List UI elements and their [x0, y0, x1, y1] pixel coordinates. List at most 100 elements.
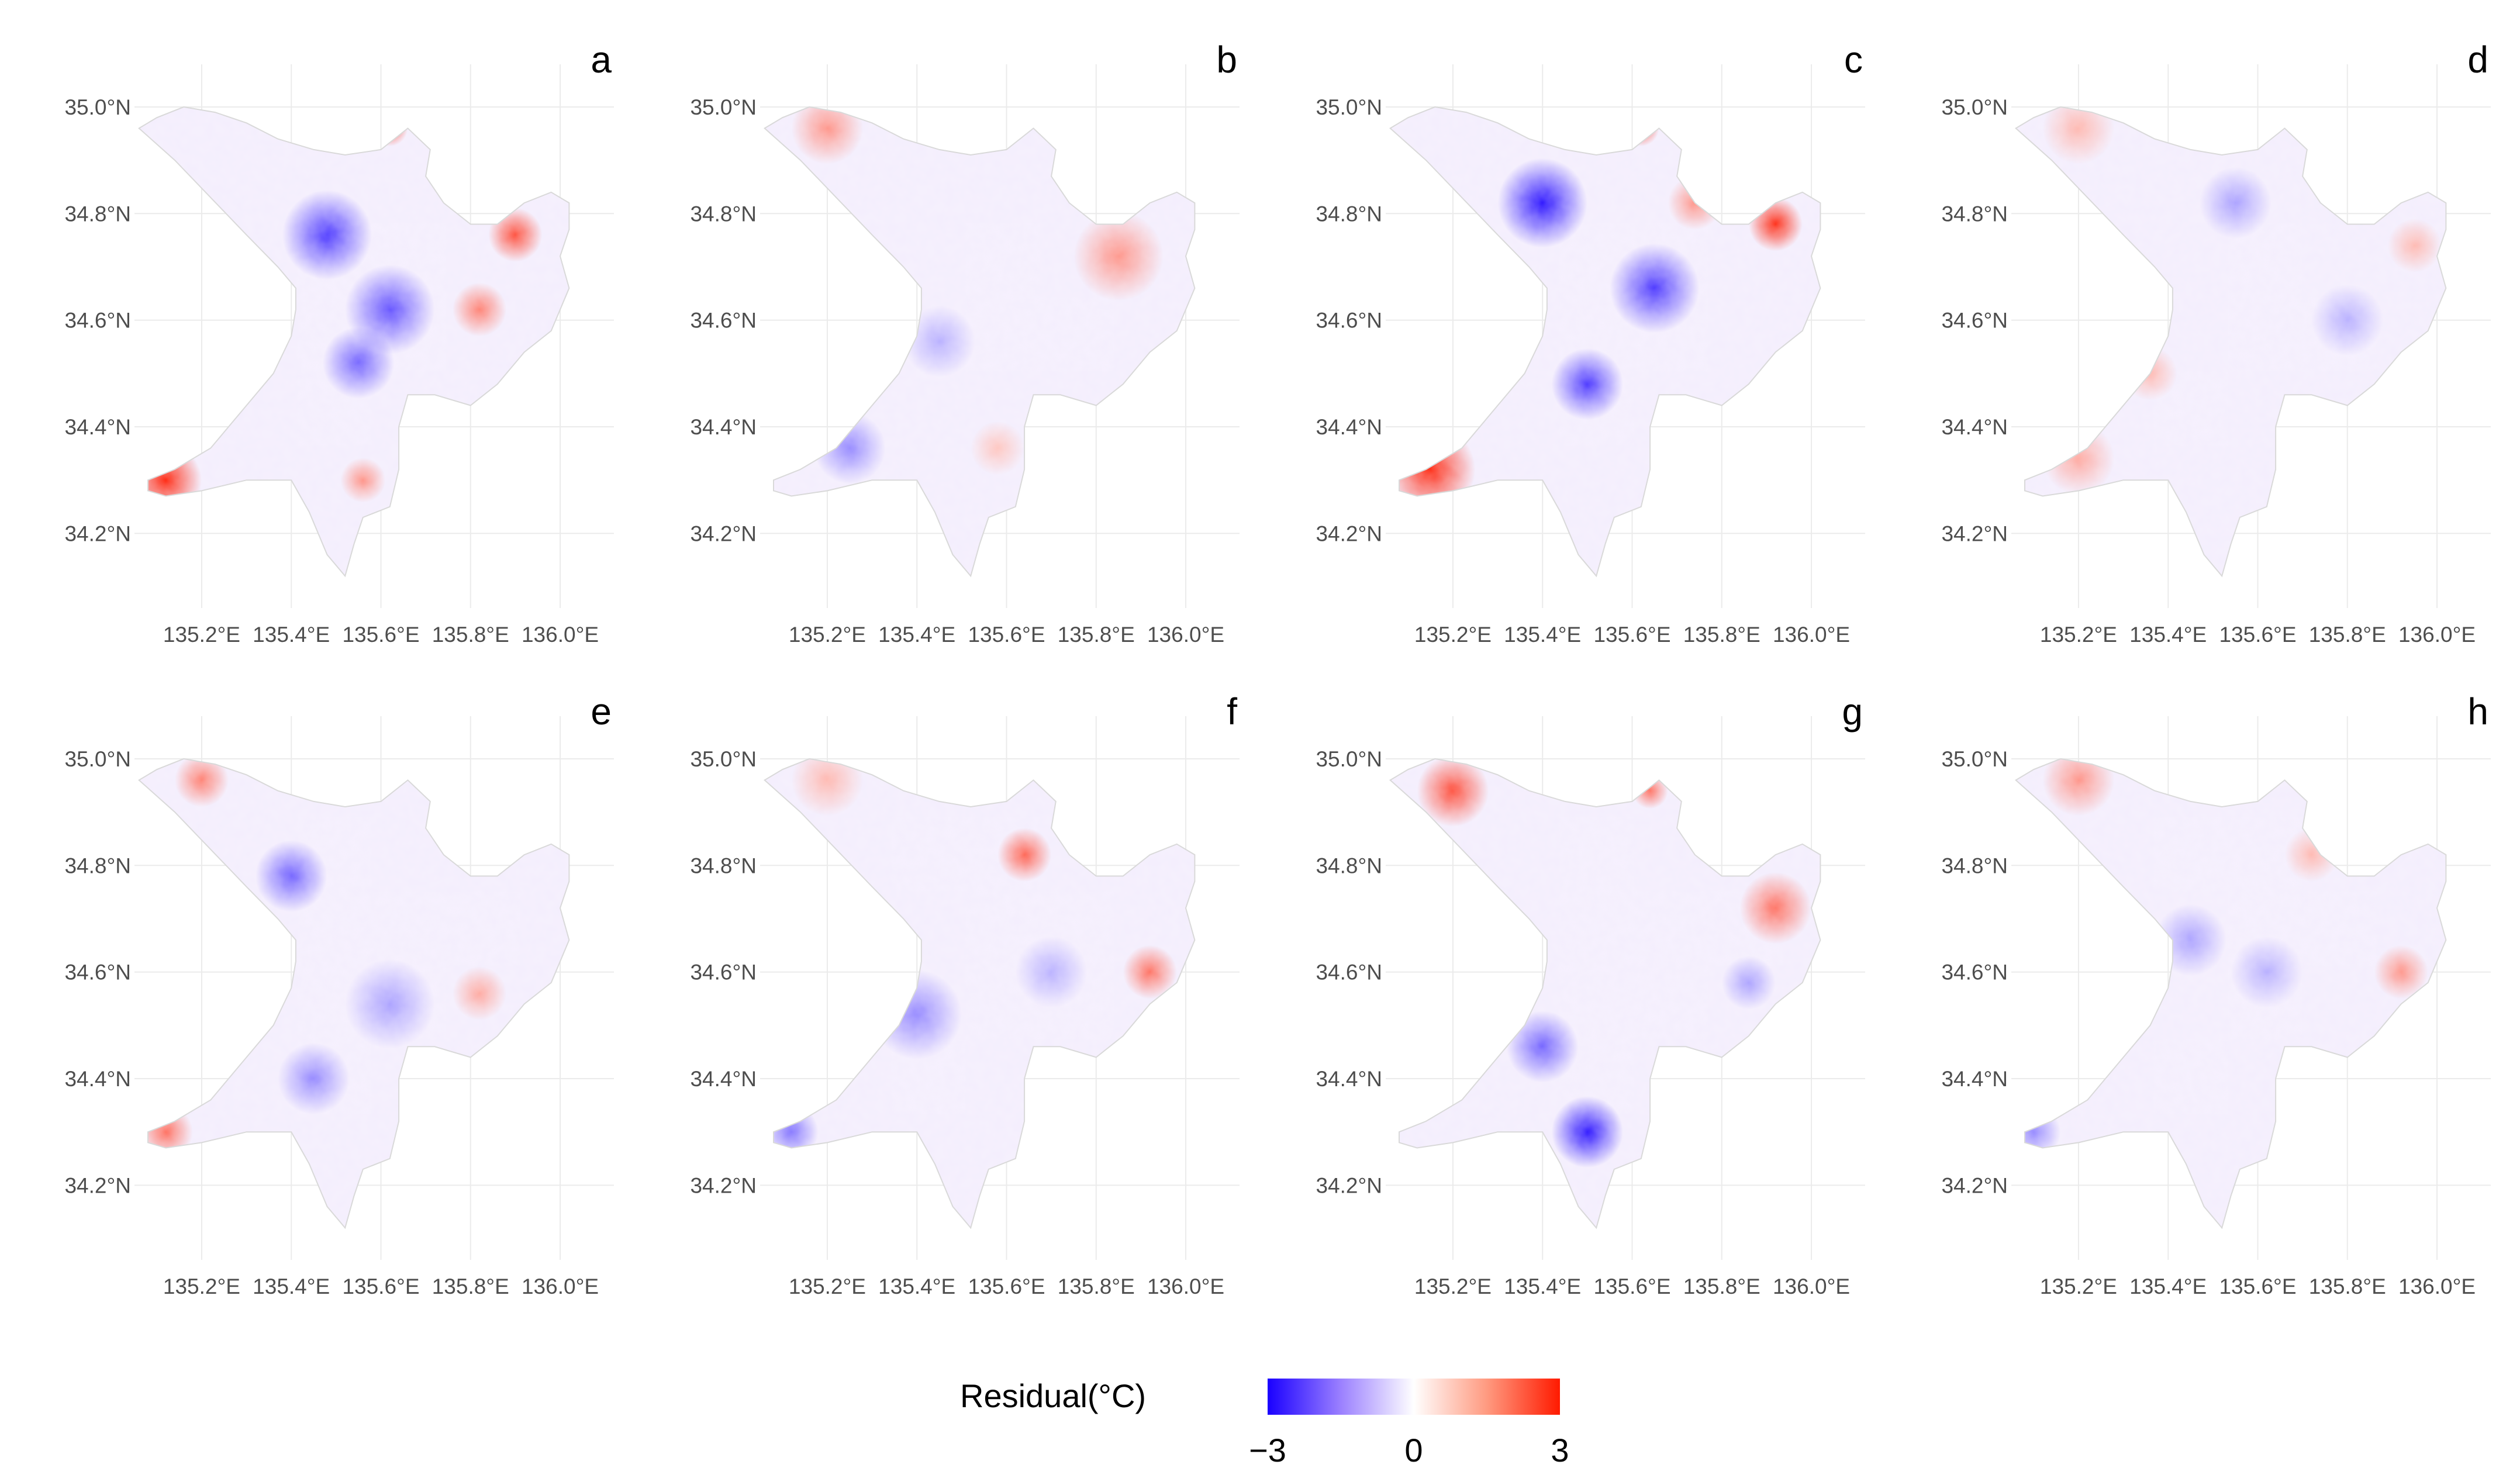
map-panel-f: 35.0°N 34.8°N 34.6°N 34.4°N 34.2°N 135.2°E 135… — [690, 690, 1240, 1298]
texture-f — [764, 758, 1195, 1228]
region-outline-b — [764, 106, 1196, 578]
y-tick-label-a-1: 34.8°N — [64, 202, 131, 226]
residual-field-c — [1390, 106, 1821, 576]
y-tick-label-d-0: 35.0°N — [1941, 95, 2008, 119]
y-tick-label-b-3: 34.4°N — [690, 415, 757, 439]
y-tick-label-h-1: 34.8°N — [1941, 854, 2008, 878]
x-tick-label-b-3: 135.8°E — [1058, 623, 1135, 647]
map-panel-h: 35.0°N 34.8°N 34.6°N 34.4°N 34.2°N 135.2°E 135… — [1941, 690, 2491, 1298]
y-tick-label-e-4: 34.2°N — [64, 1173, 131, 1197]
map-panel-c: 35.0°N 34.8°N 34.6°N 34.4°N 34.2°N 135.2°E 135… — [1316, 39, 1865, 647]
y-tick-label-h-0: 35.0°N — [1941, 747, 2008, 771]
y-tick-label-f-3: 34.4°N — [690, 1067, 757, 1091]
texture-d — [2015, 106, 2446, 576]
y-tick-label-f-2: 34.6°N — [690, 961, 757, 985]
legend-colorbar — [1268, 1379, 1560, 1415]
x-tick-label-d-2: 135.6°E — [2219, 623, 2296, 647]
x-tick-label-c-1: 135.4°E — [1504, 623, 1581, 647]
x-tick-label-f-3: 135.8°E — [1058, 1274, 1135, 1298]
y-tick-label-f-0: 35.0°N — [690, 747, 757, 771]
region-outline-c — [1389, 106, 1821, 578]
y-tick-label-c-1: 34.8°N — [1316, 202, 1382, 226]
x-tick-label-f-1: 135.4°E — [878, 1274, 955, 1298]
x-tick-label-e-4: 136.0°E — [522, 1274, 599, 1298]
region-outline-g — [1389, 758, 1821, 1229]
y-tick-label-a-2: 34.6°N — [64, 309, 131, 333]
x-tick-label-h-1: 135.4°E — [2129, 1274, 2207, 1298]
region-outline-f — [764, 758, 1196, 1229]
panel-label-d: d — [2467, 39, 2488, 81]
y-tick-label-d-3: 34.4°N — [1941, 415, 2008, 439]
panel-label-h: h — [2467, 690, 2488, 733]
x-tick-label-c-0: 135.2°E — [1414, 623, 1492, 647]
x-tick-label-a-1: 135.4°E — [253, 623, 330, 647]
legend-mid-label: 0 — [1404, 1432, 1423, 1469]
x-tick-label-c-4: 136.0°E — [1773, 623, 1850, 647]
y-tick-label-b-2: 34.6°N — [690, 309, 757, 333]
residual-field-e — [139, 758, 569, 1228]
x-tick-label-e-1: 135.4°E — [253, 1274, 330, 1298]
x-tick-label-h-2: 135.6°E — [2219, 1274, 2296, 1298]
x-tick-label-f-4: 136.0°E — [1147, 1274, 1224, 1298]
x-tick-label-g-1: 135.4°E — [1504, 1274, 1581, 1298]
x-tick-label-b-4: 136.0°E — [1147, 623, 1224, 647]
x-tick-label-h-0: 135.2°E — [2040, 1274, 2117, 1298]
y-tick-label-h-3: 34.4°N — [1941, 1067, 2008, 1091]
map-panels: 35.0°N 34.8°N 34.6°N 34.4°N 34.2°N 135.2°E 135… — [64, 39, 2491, 1298]
x-tick-label-a-4: 136.0°E — [522, 623, 599, 647]
x-tick-label-h-3: 135.8°E — [2309, 1274, 2386, 1298]
map-panel-g: 35.0°N 34.8°N 34.6°N 34.4°N 34.2°N 135.2°E 135… — [1316, 690, 1865, 1298]
legend-min-label: −3 — [1249, 1432, 1286, 1469]
y-tick-label-a-0: 35.0°N — [64, 95, 131, 119]
y-tick-label-f-4: 34.2°N — [690, 1173, 757, 1197]
y-tick-label-g-3: 34.4°N — [1316, 1067, 1382, 1091]
residual-field-d — [2015, 106, 2446, 576]
panel-label-b: b — [1216, 39, 1237, 81]
texture-e — [139, 758, 569, 1228]
x-tick-label-h-4: 136.0°E — [2398, 1274, 2476, 1298]
x-tick-label-b-1: 135.4°E — [878, 623, 955, 647]
x-tick-label-e-0: 135.2°E — [163, 1274, 240, 1298]
y-tick-label-c-4: 34.2°N — [1316, 521, 1382, 545]
legend: Residual(°C) −3 0 3 — [960, 1377, 1569, 1469]
map-panel-a: 35.0°N 34.8°N 34.6°N 34.4°N 34.2°N 135.2°E 135… — [64, 39, 614, 647]
x-tick-label-c-3: 135.8°E — [1683, 623, 1760, 647]
y-tick-label-e-1: 34.8°N — [64, 854, 131, 878]
y-tick-label-g-1: 34.8°N — [1316, 854, 1382, 878]
y-tick-label-a-4: 34.2°N — [64, 521, 131, 545]
x-tick-label-d-1: 135.4°E — [2129, 623, 2207, 647]
y-tick-label-b-0: 35.0°N — [690, 95, 757, 119]
legend-max-label: 3 — [1551, 1432, 1569, 1469]
y-tick-label-c-3: 34.4°N — [1316, 415, 1382, 439]
x-tick-label-a-3: 135.8°E — [432, 623, 509, 647]
map-panel-e: 35.0°N 34.8°N 34.6°N 34.4°N 34.2°N 135.2°E 135… — [64, 690, 614, 1298]
y-tick-label-e-3: 34.4°N — [64, 1067, 131, 1091]
y-tick-label-b-1: 34.8°N — [690, 202, 757, 226]
texture-h — [2015, 758, 2446, 1228]
residual-field-f — [764, 758, 1195, 1228]
region-outline-e — [138, 758, 570, 1229]
y-tick-label-d-2: 34.6°N — [1941, 309, 2008, 333]
y-tick-label-a-3: 34.4°N — [64, 415, 131, 439]
residual-field-a — [139, 106, 569, 576]
y-tick-label-g-2: 34.6°N — [1316, 961, 1382, 985]
y-tick-label-c-2: 34.6°N — [1316, 309, 1382, 333]
x-tick-label-d-0: 135.2°E — [2040, 623, 2117, 647]
y-tick-label-h-2: 34.6°N — [1941, 961, 2008, 985]
panel-label-f: f — [1227, 690, 1237, 733]
y-tick-label-g-4: 34.2°N — [1316, 1173, 1382, 1197]
y-tick-label-e-0: 35.0°N — [64, 747, 131, 771]
residual-field-g — [1390, 758, 1821, 1228]
x-tick-label-b-2: 135.6°E — [968, 623, 1045, 647]
panel-label-e: e — [591, 690, 612, 733]
x-tick-label-e-3: 135.8°E — [432, 1274, 509, 1298]
x-tick-label-a-2: 135.6°E — [342, 623, 419, 647]
y-tick-label-h-4: 34.2°N — [1941, 1173, 2008, 1197]
x-tick-label-b-0: 135.2°E — [789, 623, 866, 647]
legend-title: Residual(°C) — [960, 1377, 1146, 1414]
x-tick-label-f-2: 135.6°E — [968, 1274, 1045, 1298]
residual-field-b — [764, 106, 1195, 576]
region-outline-d — [2015, 106, 2447, 578]
y-tick-label-f-1: 34.8°N — [690, 854, 757, 878]
